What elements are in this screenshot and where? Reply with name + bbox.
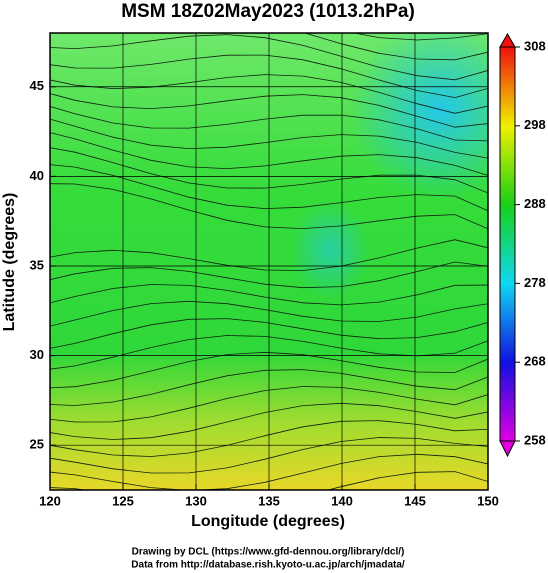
footer-line: Data from http://database.rish.kyoto-u.a… — [131, 560, 405, 571]
x-tick-label: 135 — [258, 493, 280, 508]
streamline — [50, 402, 488, 440]
colorbar-tick-label: 298 — [524, 117, 546, 132]
streamline — [303, 33, 488, 61]
streamline — [352, 33, 488, 41]
streamline — [50, 164, 488, 212]
chart-title: MSM 18Z02May2023 (1013.2hPa) — [121, 1, 415, 22]
streamline — [50, 118, 488, 159]
colorbar-tick-label: 258 — [524, 432, 546, 447]
streamline — [50, 147, 488, 194]
footer-line: Drawing by DCL (https://www.gfd-dennou.o… — [132, 547, 405, 558]
streamline — [50, 300, 488, 327]
streamline — [50, 437, 488, 474]
colorbar-extend-top — [499, 32, 516, 48]
x-axis-label: Longitude (degrees) — [191, 513, 345, 530]
streamline — [50, 74, 488, 114]
streamline — [50, 239, 488, 271]
x-tick-label: 140 — [331, 493, 353, 508]
colorbar-tick-label: 278 — [524, 275, 546, 290]
colorbar-extend-bottom — [499, 440, 516, 458]
streamline — [50, 106, 488, 142]
x-tick-label: 125 — [112, 493, 134, 508]
streamline — [50, 386, 488, 423]
streamline — [50, 132, 488, 176]
streamline — [50, 453, 488, 490]
x-tick-label: 150 — [477, 493, 499, 508]
y-tick-label: 35 — [30, 257, 44, 272]
streamline — [50, 54, 488, 99]
y-tick-label: 40 — [30, 168, 44, 183]
colorbar — [499, 46, 516, 442]
field — [50, 33, 488, 490]
streamline — [50, 471, 488, 490]
streamline — [50, 369, 488, 406]
colorbar-tick-label: 268 — [524, 354, 546, 369]
streamline — [50, 183, 488, 230]
x-tick-label: 120 — [39, 493, 61, 508]
y-tick-label: 25 — [30, 437, 44, 452]
streamline — [50, 351, 488, 389]
x-tick-label: 130 — [185, 493, 207, 508]
y-tick-label: 45 — [30, 78, 44, 93]
colorbar-tick-label: 308 — [524, 38, 546, 53]
streamline — [50, 261, 488, 289]
streamline — [50, 34, 488, 81]
x-tick-label: 145 — [404, 493, 426, 508]
streamlines — [50, 33, 488, 490]
streamline — [50, 284, 488, 306]
streamline — [50, 93, 488, 128]
cold-region — [290, 200, 370, 300]
y-axis-label: Latitude (degrees) — [1, 193, 18, 332]
colorbar-tick-label: 288 — [524, 196, 546, 211]
y-tick-label: 30 — [30, 347, 44, 362]
streamline — [50, 420, 488, 457]
streamline — [50, 318, 488, 349]
